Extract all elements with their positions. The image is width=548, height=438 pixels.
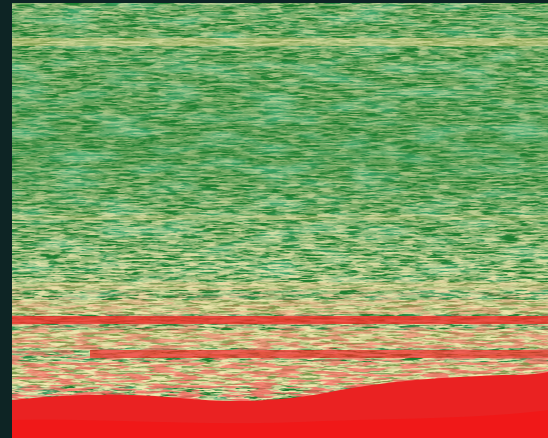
red-speckle (12, 3, 548, 438)
red-zones (12, 3, 548, 438)
red-region (12, 410, 548, 438)
